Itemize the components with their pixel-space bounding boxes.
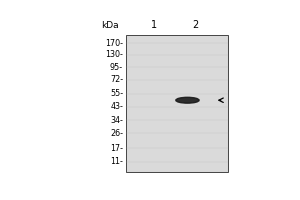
Text: 72-: 72- [110,75,123,84]
Text: 1: 1 [151,20,157,30]
Text: kDa: kDa [101,21,119,30]
Text: 43-: 43- [110,102,123,111]
Text: 170-: 170- [105,39,123,48]
Bar [126,35,228,172]
Text: 2: 2 [193,20,199,30]
Text: 11-: 11- [110,157,123,166]
Text: 130-: 130- [105,50,123,59]
Text: 34-: 34- [110,116,123,125]
Ellipse shape [176,97,199,103]
Text: 17-: 17- [110,144,123,153]
Text: 26-: 26- [110,129,123,138]
Bar [127,36,227,171]
Text: 55-: 55- [110,89,123,98]
Text: 95-: 95- [110,63,123,72]
